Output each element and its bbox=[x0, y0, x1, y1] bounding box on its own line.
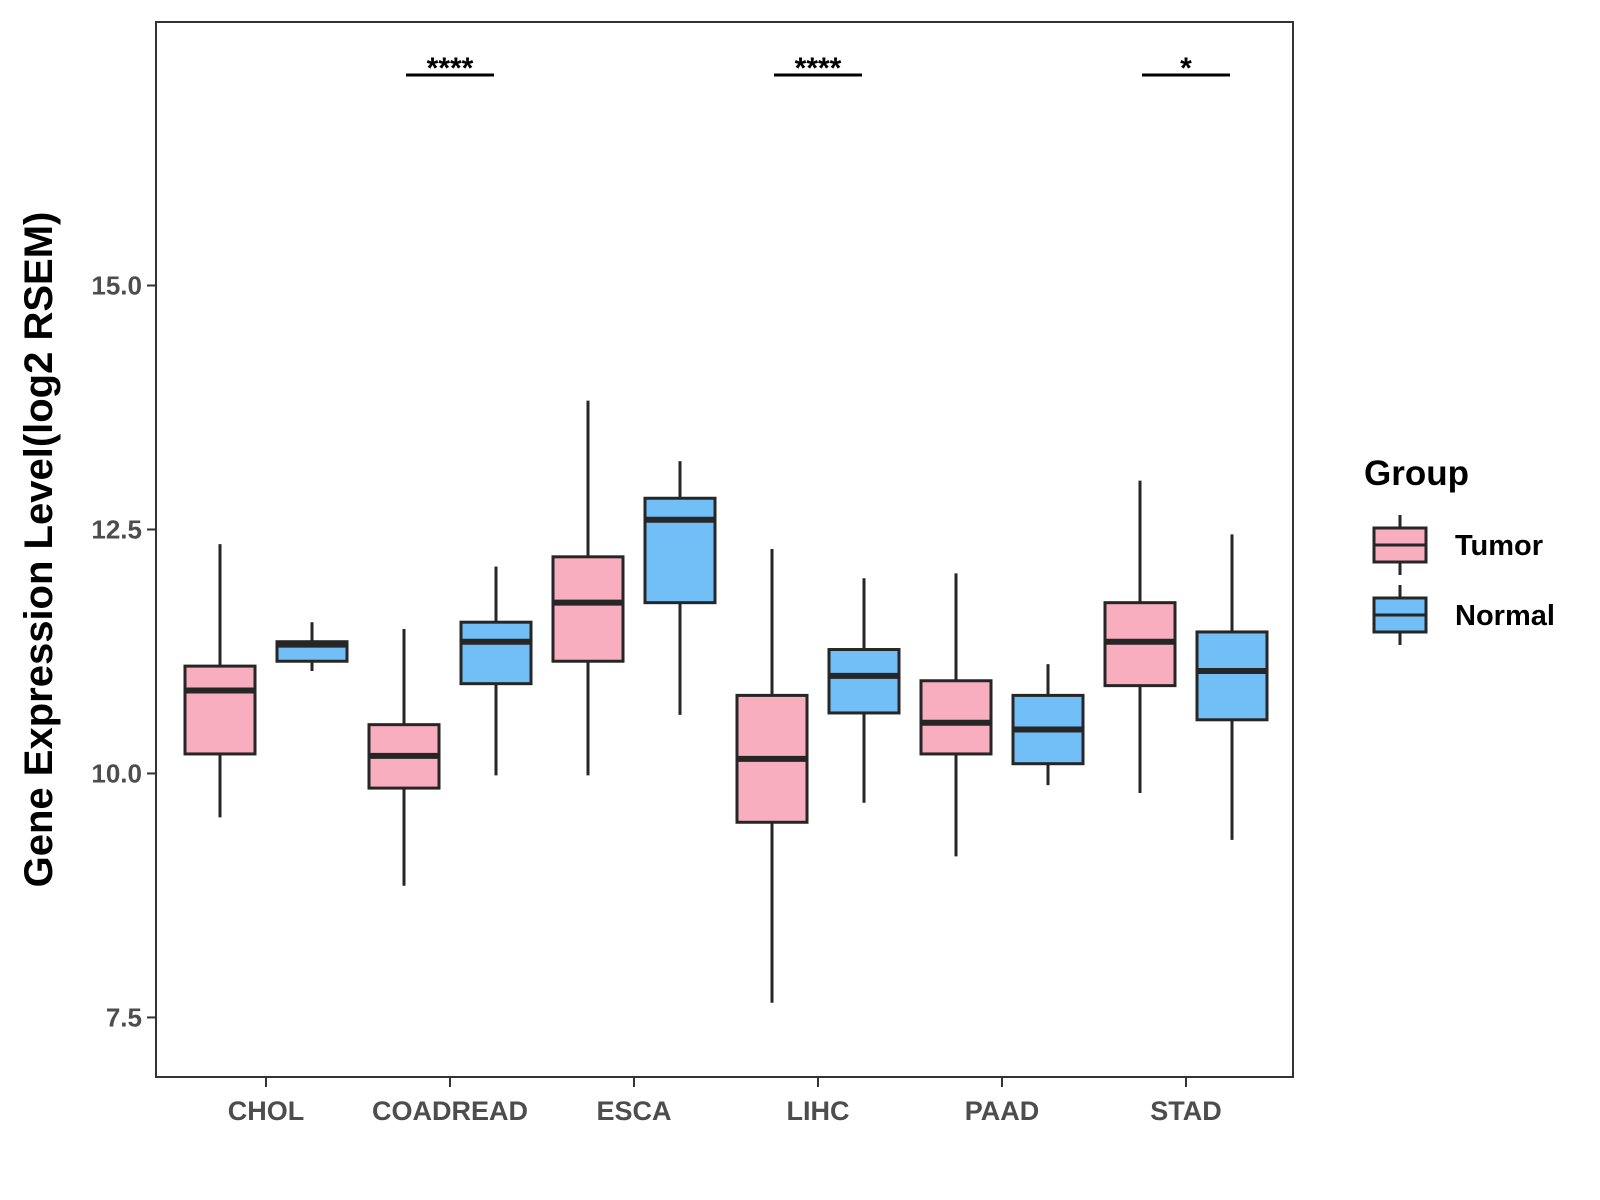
y-axis-title: Gene Expression Level(log2 RSEM) bbox=[17, 212, 61, 888]
x-tick-label: CHOL bbox=[228, 1096, 305, 1126]
y-tick-label: 10.0 bbox=[91, 758, 142, 788]
boxes-layer bbox=[183, 400, 1269, 1003]
box-tumor-coadread bbox=[367, 629, 441, 886]
significance-label: **** bbox=[427, 52, 474, 85]
box-tumor-stad bbox=[1103, 480, 1177, 793]
legend-title: Group bbox=[1364, 454, 1469, 493]
box-normal-esca bbox=[643, 461, 717, 715]
x-tick-label: COADREAD bbox=[372, 1096, 528, 1126]
legend-label: Tumor bbox=[1455, 530, 1543, 562]
box-normal-paad bbox=[1011, 664, 1085, 786]
legend: Group Tumor Normal bbox=[1364, 454, 1555, 645]
y-axis: 7.5 10.0 12.5 15.0 bbox=[91, 271, 156, 1032]
y-tick-label: 7.5 bbox=[106, 1002, 142, 1032]
box-tumor-chol bbox=[183, 544, 257, 818]
significance-label: * bbox=[1180, 52, 1192, 85]
significance-layer: **** **** * bbox=[406, 52, 1230, 85]
x-tick-label: STAD bbox=[1150, 1096, 1222, 1126]
legend-key-tumor: Tumor bbox=[1372, 515, 1543, 575]
legend-key-normal: Normal bbox=[1372, 585, 1555, 645]
box-normal-chol bbox=[275, 622, 349, 671]
y-tick-label: 12.5 bbox=[91, 514, 142, 544]
legend-label: Normal bbox=[1455, 600, 1555, 632]
x-tick-label: PAAD bbox=[965, 1096, 1040, 1126]
box-normal-coadread bbox=[459, 566, 533, 776]
box-body bbox=[551, 555, 625, 663]
significance-label: **** bbox=[795, 52, 842, 85]
y-tick-label: 15.0 bbox=[91, 271, 142, 301]
box-body bbox=[183, 664, 257, 756]
box-body bbox=[643, 496, 717, 605]
x-tick-label: LIHC bbox=[787, 1096, 850, 1126]
box-tumor-esca bbox=[551, 400, 625, 776]
box-normal-stad bbox=[1195, 534, 1269, 840]
box-body bbox=[1195, 630, 1269, 722]
x-axis: CHOL COADREAD ESCA LIHC PAAD STAD bbox=[228, 1077, 1222, 1126]
box-body bbox=[459, 620, 533, 686]
box-tumor-lihc bbox=[735, 549, 809, 1003]
box-tumor-paad bbox=[919, 573, 993, 857]
box-body bbox=[919, 679, 993, 756]
x-tick-label: ESCA bbox=[596, 1096, 671, 1126]
box-normal-lihc bbox=[827, 578, 901, 803]
plot-panel bbox=[155, 21, 1294, 1078]
box-body bbox=[827, 648, 901, 715]
